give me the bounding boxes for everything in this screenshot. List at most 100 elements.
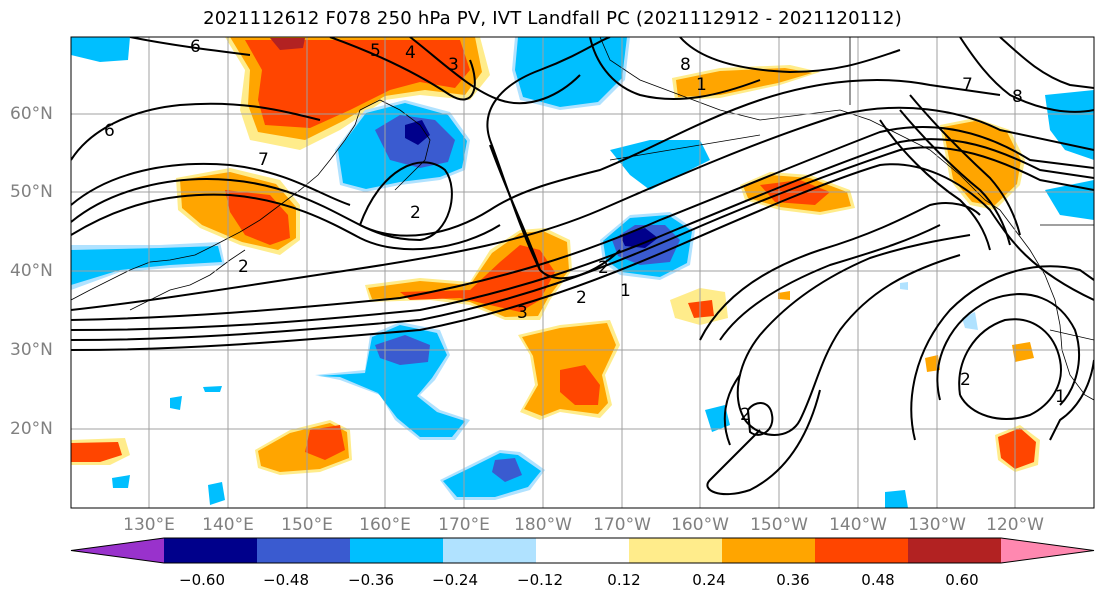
pv-contour [589, 37, 761, 100]
pv-anomaly-negative [885, 490, 908, 508]
pv-contour [1049, 359, 1094, 441]
pv-contour [699, 202, 981, 341]
pv-contour [959, 37, 1094, 113]
pv-contour [910, 265, 1094, 441]
lon-label: 130°E [123, 515, 175, 535]
contour-label: 1 [1055, 387, 1066, 407]
shading-layer [71, 37, 1094, 508]
coastline-asia [71, 109, 361, 301]
pv-anomaly-positive [1012, 342, 1034, 362]
colorbar-segment [164, 538, 257, 563]
pv-anomaly-negative [1045, 180, 1094, 220]
contour-label: 8 [680, 55, 691, 75]
contour-label: 4 [405, 43, 416, 63]
colorbar-tick-label: −0.60 [179, 571, 225, 589]
pv-contour [736, 234, 971, 421]
contour-label: 5 [370, 41, 381, 61]
pv-contour [744, 254, 961, 436]
lon-label: 120°W [986, 515, 1044, 535]
pv-anomaly-negative [170, 396, 182, 410]
contour-label: 1 [620, 281, 631, 301]
contour-label: 3 [517, 303, 528, 323]
colorbar-segment [629, 538, 722, 563]
pv-contour [71, 193, 501, 251]
contour-label: 6 [104, 121, 115, 141]
border-us-mexico [1049, 329, 1094, 341]
pv-anomaly-negative [112, 475, 130, 488]
pv-anomaly-positive [225, 190, 290, 245]
lon-label: 130°W [908, 515, 966, 535]
pv-anomaly-positive [688, 300, 714, 318]
colorbar-tick-label: −0.12 [517, 571, 563, 589]
pv-anomaly-negative [208, 482, 225, 505]
pv-contour [999, 37, 1094, 89]
colorbar-extend-min [71, 538, 164, 563]
colorbar-segment [536, 538, 629, 563]
lon-label: 140°W [829, 515, 887, 535]
pv-contour [909, 94, 1021, 236]
contour-label: 3 [448, 55, 459, 75]
coastline-aleutians [609, 134, 761, 161]
contour-label: 2 [238, 257, 249, 277]
pv-contour [706, 389, 821, 496]
pv-contour [409, 37, 581, 105]
pv-contour [359, 161, 453, 242]
colorbar-segment [443, 538, 536, 563]
contour-label: 8 [1012, 87, 1023, 107]
pv-anomaly-negative [405, 120, 430, 145]
pv-anomaly-negative [203, 386, 222, 392]
colorbar-outline [70, 537, 1095, 564]
pv-contour [899, 109, 1011, 246]
pv-contour [936, 293, 1081, 406]
colorbar-segment [722, 538, 815, 563]
contour-label: 2 [576, 288, 587, 308]
pv-contour [486, 37, 611, 271]
contour-label: 7 [258, 150, 269, 170]
pv-anomaly-positive [676, 68, 812, 97]
contour-label: 6 [190, 37, 201, 57]
contour-label: 2 [598, 258, 609, 278]
pv-anomaly-positive [925, 355, 940, 372]
lat-label: 40°N [10, 261, 53, 281]
coastline-alaska [599, 37, 1001, 211]
pv-anomaly-positive [71, 442, 122, 462]
colorbar-segment [257, 538, 350, 563]
coastline-north-america [999, 209, 1094, 401]
pv-anomaly-negative [610, 140, 710, 190]
pv-contour [71, 138, 1094, 331]
colorbar [70, 537, 1095, 564]
colorbar-tick-label: −0.48 [263, 571, 309, 589]
pv-contour [129, 37, 251, 56]
contour-label: 1 [696, 75, 707, 95]
lon-label: 160°E [359, 515, 411, 535]
pv-contour [71, 102, 321, 161]
plot-frame [70, 36, 1095, 509]
pv-anomaly-negative [492, 458, 522, 482]
lat-label: 20°N [10, 419, 53, 439]
colorbar-extend-max [1001, 538, 1094, 563]
colorbar-tick-label: 0.60 [945, 571, 979, 589]
pv-contour [719, 224, 941, 341]
coastlines [71, 37, 1094, 401]
lon-label: 150°W [750, 515, 808, 535]
colorbar-tick-label: −0.24 [432, 571, 478, 589]
lat-label: 60°N [10, 104, 53, 124]
pv-contour [71, 146, 1094, 341]
pv-anomaly-negative [71, 246, 222, 285]
pv-contour [71, 79, 1001, 237]
pv-anomaly-negative [71, 37, 130, 62]
pv-anomaly-negative [900, 282, 908, 290]
contour-label: 7 [962, 75, 973, 95]
pv-contour [679, 37, 901, 74]
pv-anomaly-negative [1045, 90, 1094, 160]
lon-label: 150°E [281, 515, 333, 535]
pv-anomaly-positive [998, 428, 1036, 469]
contour-label: 2 [960, 370, 971, 390]
pv-contour [71, 106, 1094, 311]
map-title: 2021112612 F078 250 hPa PV, IVT Landfall… [203, 8, 902, 29]
pv-anomaly-positive [270, 38, 305, 50]
contour-labels: 6 5 4 3 7 8 6 2 2 1 2 3 1 2 2 2 1 7 8 [104, 37, 1066, 425]
colorbar-tick-label: 0.48 [861, 571, 895, 589]
pv-contours [71, 37, 1094, 496]
colorbar-tick-label: 0.36 [776, 571, 810, 589]
